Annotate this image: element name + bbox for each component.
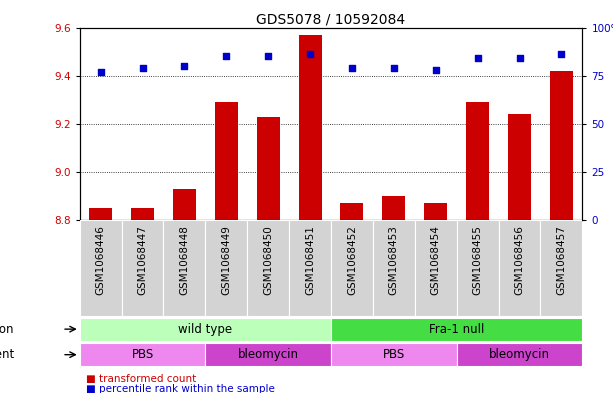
- FancyBboxPatch shape: [247, 220, 289, 316]
- Point: [473, 55, 482, 61]
- Text: GSM1068455: GSM1068455: [473, 225, 482, 295]
- Bar: [89, 208, 112, 220]
- Point: [514, 55, 524, 61]
- Point: [389, 65, 399, 71]
- FancyBboxPatch shape: [457, 220, 498, 316]
- Text: GSM1068456: GSM1068456: [514, 225, 525, 295]
- Text: GSM1068451: GSM1068451: [305, 225, 315, 295]
- Point: [221, 53, 231, 59]
- Bar: [299, 35, 322, 220]
- Point: [347, 65, 357, 71]
- FancyBboxPatch shape: [80, 220, 121, 316]
- FancyBboxPatch shape: [331, 343, 457, 366]
- Point: [96, 69, 105, 75]
- Text: ■ percentile rank within the sample: ■ percentile rank within the sample: [86, 384, 275, 393]
- Bar: [383, 196, 405, 220]
- FancyBboxPatch shape: [457, 343, 582, 366]
- FancyBboxPatch shape: [164, 220, 205, 316]
- Point: [180, 63, 189, 69]
- Point: [557, 51, 566, 58]
- Text: GSM1068453: GSM1068453: [389, 225, 399, 295]
- Text: GSM1068454: GSM1068454: [431, 225, 441, 295]
- FancyBboxPatch shape: [498, 220, 541, 316]
- Bar: [340, 203, 364, 220]
- Text: wild type: wild type: [178, 323, 232, 336]
- Point: [137, 65, 147, 71]
- FancyBboxPatch shape: [373, 220, 415, 316]
- FancyBboxPatch shape: [121, 220, 164, 316]
- FancyBboxPatch shape: [80, 343, 205, 366]
- FancyBboxPatch shape: [541, 220, 582, 316]
- FancyBboxPatch shape: [331, 220, 373, 316]
- Point: [264, 53, 273, 59]
- Bar: [550, 71, 573, 220]
- Text: bleomycin: bleomycin: [238, 348, 299, 361]
- Bar: [173, 189, 196, 220]
- Point: [305, 51, 315, 58]
- Title: GDS5078 / 10592084: GDS5078 / 10592084: [256, 12, 406, 26]
- FancyBboxPatch shape: [205, 220, 247, 316]
- FancyBboxPatch shape: [331, 318, 582, 341]
- Point: [431, 67, 441, 73]
- Text: ■ transformed count: ■ transformed count: [86, 374, 196, 384]
- Text: genotype/variation: genotype/variation: [0, 323, 14, 336]
- FancyBboxPatch shape: [415, 220, 457, 316]
- Bar: [466, 102, 489, 220]
- Text: agent: agent: [0, 348, 14, 361]
- FancyBboxPatch shape: [80, 318, 331, 341]
- Text: Fra-1 null: Fra-1 null: [429, 323, 484, 336]
- Text: PBS: PBS: [131, 348, 154, 361]
- Text: GSM1068446: GSM1068446: [96, 225, 105, 295]
- Bar: [257, 117, 280, 220]
- Text: GSM1068452: GSM1068452: [347, 225, 357, 295]
- Text: bleomycin: bleomycin: [489, 348, 550, 361]
- Text: PBS: PBS: [383, 348, 405, 361]
- Bar: [131, 208, 154, 220]
- Text: GSM1068447: GSM1068447: [137, 225, 148, 295]
- Bar: [508, 114, 531, 220]
- Text: GSM1068449: GSM1068449: [221, 225, 231, 295]
- Text: GSM1068448: GSM1068448: [180, 225, 189, 295]
- Bar: [424, 203, 447, 220]
- Bar: [215, 102, 238, 220]
- FancyBboxPatch shape: [205, 343, 331, 366]
- Text: GSM1068457: GSM1068457: [557, 225, 566, 295]
- FancyBboxPatch shape: [289, 220, 331, 316]
- Text: GSM1068450: GSM1068450: [263, 225, 273, 295]
